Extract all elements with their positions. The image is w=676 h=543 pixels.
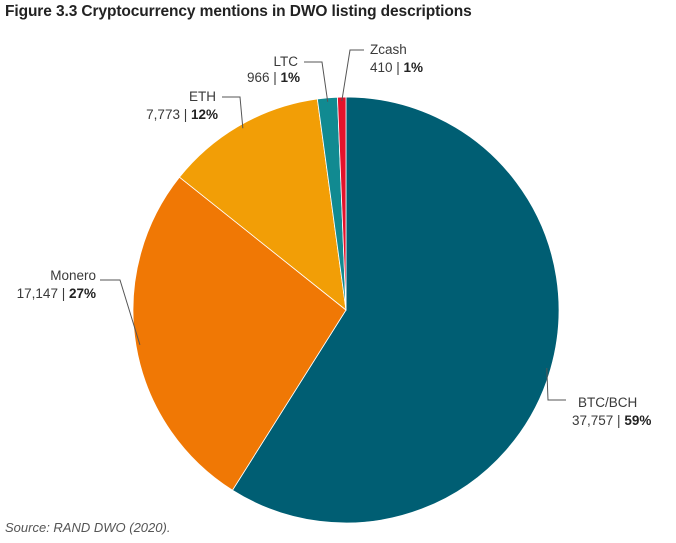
chart-title: Figure 3.3 Cryptocurrency mentions in DW… <box>5 3 472 20</box>
slice-value-label-eth: 7,773 | 12% <box>146 107 218 122</box>
slice-label-ltc: LTC <box>273 54 298 69</box>
pie-slice-btc-bch <box>231 96 560 524</box>
leader-line-eth <box>222 96 244 129</box>
leader-line-zcash <box>341 49 364 102</box>
chart-source: Source: RAND DWO (2020). <box>5 520 171 535</box>
leader-line-monero <box>100 279 141 346</box>
slice-value-label-btc-bch: 37,757 | 59% <box>572 413 651 428</box>
slice-label-monero: Monero <box>50 268 96 283</box>
leader-line-ltc <box>304 61 329 102</box>
pie-slice-eth <box>178 98 347 311</box>
slice-label-zcash: Zcash <box>370 42 407 57</box>
slice-value-label-monero: 17,147 | 27% <box>17 286 96 301</box>
slice-label-btc-bch: BTC/BCH <box>578 395 637 410</box>
slice-label-eth: ETH <box>189 89 216 104</box>
slice-value-label-zcash: 410 | 1% <box>370 60 423 75</box>
leader-line-btc-bch <box>546 367 566 401</box>
pie-slice-monero <box>132 176 347 491</box>
slice-value-label-ltc: 966 | 1% <box>247 70 300 85</box>
pie-slice-zcash <box>337 96 347 311</box>
